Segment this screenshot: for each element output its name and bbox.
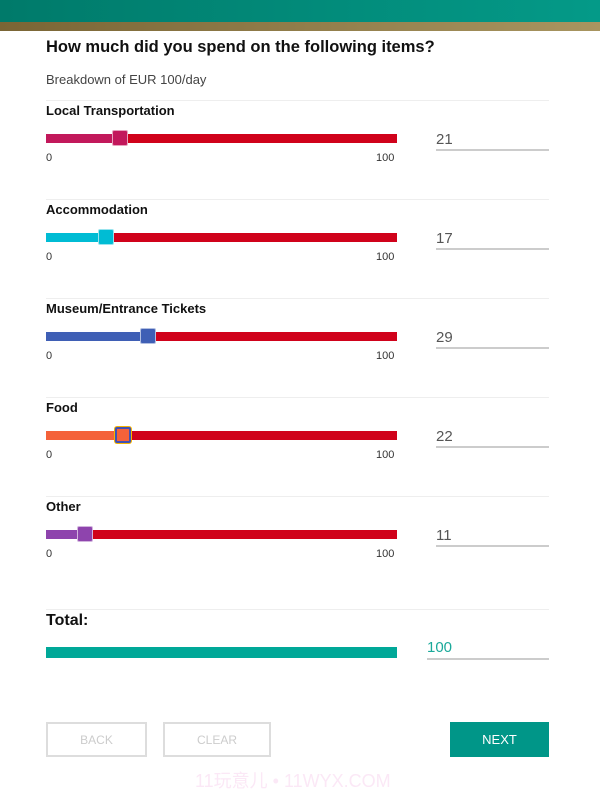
back-button[interactable]: BACK bbox=[46, 722, 147, 757]
slider-row: Local Transportation 0 100 21 bbox=[46, 100, 549, 199]
slider-max-label: 100 bbox=[376, 350, 395, 362]
slider-thumb[interactable] bbox=[115, 427, 132, 443]
total-bar bbox=[46, 647, 397, 658]
total-label: Total: bbox=[46, 612, 89, 629]
slider-track[interactable] bbox=[46, 526, 397, 542]
slider-label: Accommodation bbox=[46, 202, 148, 217]
slider-fill bbox=[46, 431, 124, 440]
slider-track[interactable] bbox=[46, 229, 397, 245]
slider-track[interactable] bbox=[46, 130, 397, 146]
slider-row: Museum/Entrance Tickets 0 100 29 bbox=[46, 298, 549, 397]
slider-track[interactable] bbox=[46, 427, 397, 443]
slider-max-label: 100 bbox=[376, 548, 395, 560]
slider-min-label: 0 bbox=[46, 548, 53, 560]
slider-min-label: 0 bbox=[46, 350, 53, 362]
slider-min-label: 0 bbox=[46, 449, 53, 461]
accent-bar bbox=[0, 22, 600, 31]
slider-row: Accommodation 0 100 17 bbox=[46, 199, 549, 298]
slider-thumb[interactable] bbox=[76, 526, 93, 542]
total-value: 100 bbox=[427, 639, 549, 660]
slider-label: Food bbox=[46, 400, 78, 415]
slider-fill bbox=[46, 134, 120, 143]
next-button[interactable]: NEXT bbox=[450, 722, 549, 757]
slider-thumb[interactable] bbox=[111, 130, 128, 146]
slider-value-input[interactable]: 22 bbox=[436, 426, 549, 448]
slider-fill bbox=[46, 233, 106, 242]
slider-row: Food 0 100 22 bbox=[46, 397, 549, 496]
total-row: Total: 100 bbox=[46, 609, 549, 669]
page-title: How much did you spend on the following … bbox=[46, 38, 435, 56]
slider-thumb[interactable] bbox=[97, 229, 114, 245]
slider-label: Local Transportation bbox=[46, 103, 175, 118]
slider-max-label: 100 bbox=[376, 251, 395, 263]
slider-max-label: 100 bbox=[376, 152, 395, 164]
slider-thumb[interactable] bbox=[139, 328, 156, 344]
top-bar bbox=[0, 0, 600, 22]
slider-value-input[interactable]: 11 bbox=[436, 525, 549, 547]
slider-value-input[interactable]: 29 bbox=[436, 327, 549, 349]
slider-label: Museum/Entrance Tickets bbox=[46, 301, 207, 316]
slider-fill bbox=[46, 332, 148, 341]
slider-label: Other bbox=[46, 499, 81, 514]
clear-button[interactable]: CLEAR bbox=[163, 722, 271, 757]
slider-fill bbox=[46, 530, 85, 539]
slider-value-input[interactable]: 17 bbox=[436, 228, 549, 250]
slider-max-label: 100 bbox=[376, 449, 395, 461]
slider-value-input[interactable]: 21 bbox=[436, 129, 549, 151]
slider-track[interactable] bbox=[46, 328, 397, 344]
slider-min-label: 0 bbox=[46, 152, 53, 164]
slider-min-label: 0 bbox=[46, 251, 53, 263]
slider-row: Other 0 100 11 bbox=[46, 496, 549, 595]
watermark: 11玩意儿 • 11WYX.COM bbox=[195, 771, 391, 791]
page-subtitle: Breakdown of EUR 100/day bbox=[46, 72, 207, 87]
